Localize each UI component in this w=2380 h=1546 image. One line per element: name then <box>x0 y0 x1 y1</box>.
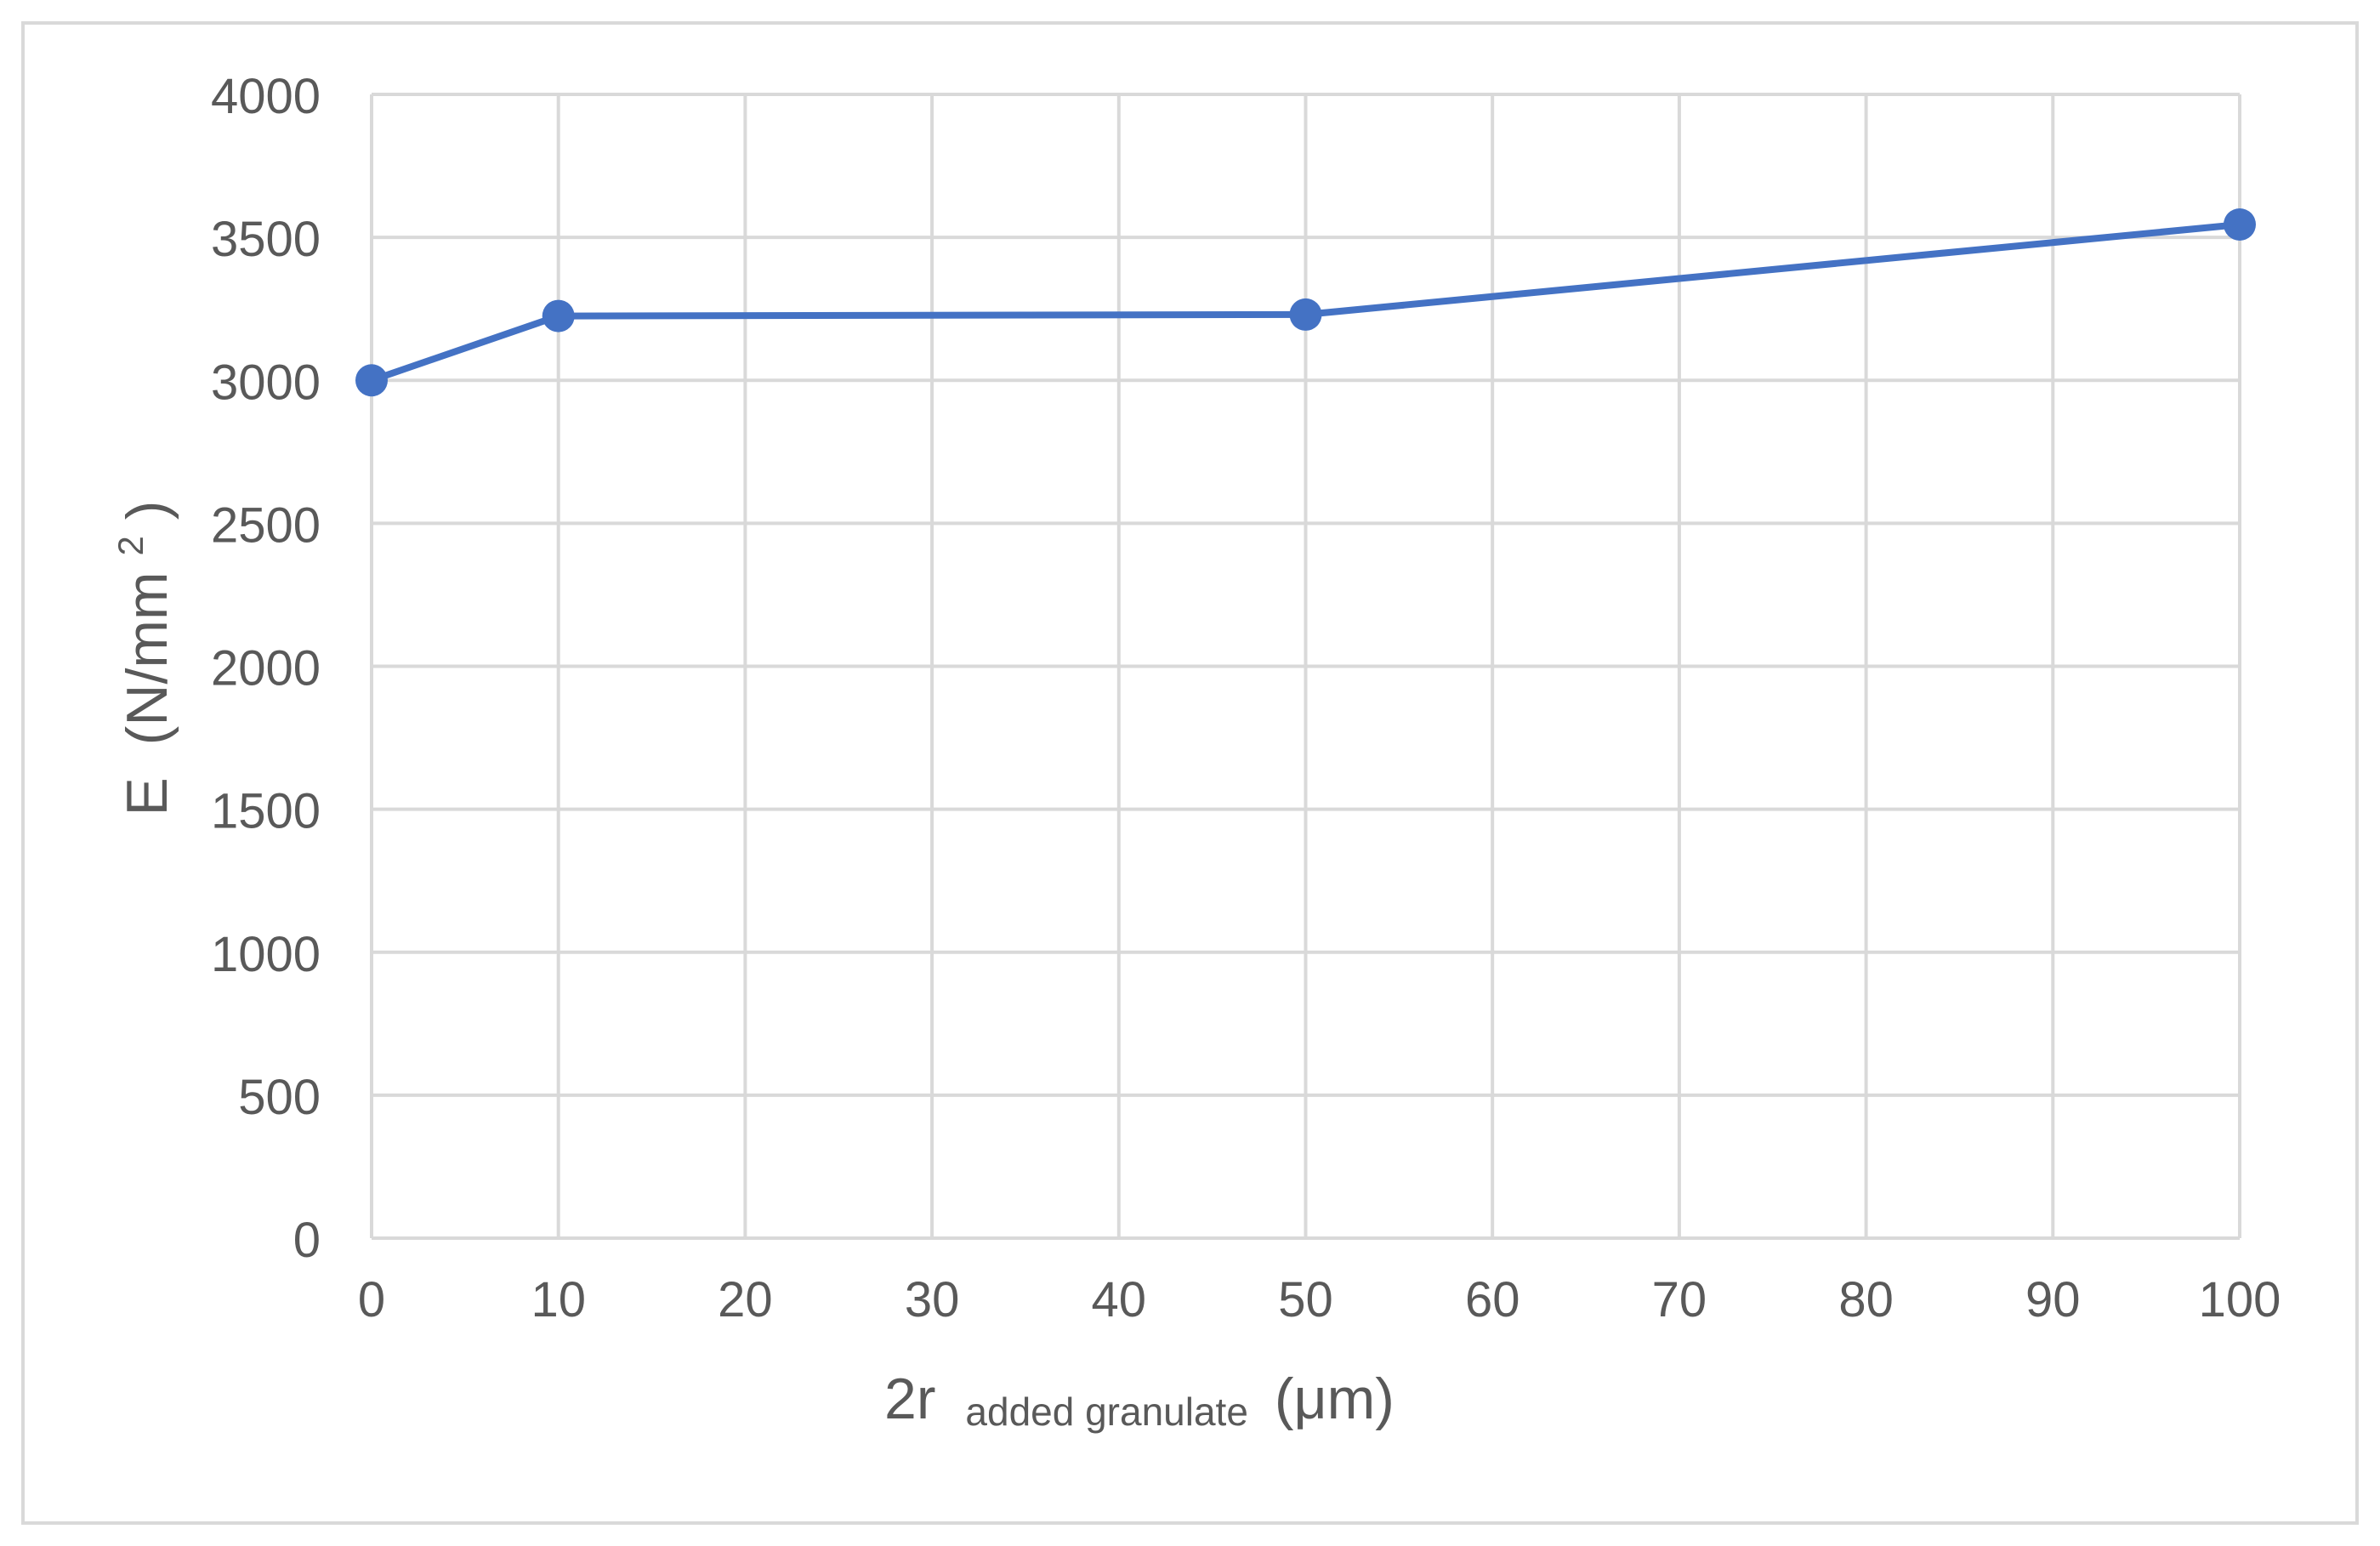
grid <box>370 93 2241 1240</box>
x-tick-label: 50 <box>1278 1272 1333 1327</box>
x-tick-label: 20 <box>718 1272 773 1327</box>
x-tick-label: 0 <box>358 1272 385 1327</box>
y-axis-label: E (N/mm 2 ) <box>91 501 179 816</box>
x-tick-label: 70 <box>1652 1272 1707 1327</box>
x-tick-label: 40 <box>1092 1272 1147 1327</box>
x-tick-label: 10 <box>531 1272 586 1327</box>
y-tick-label: 4000 <box>211 69 321 124</box>
y-tick-label: 3000 <box>211 355 321 410</box>
x-tick-label: 100 <box>2199 1272 2281 1327</box>
data-point <box>2224 207 2256 241</box>
chart-border <box>21 21 2359 1525</box>
x-tick-label: 80 <box>1838 1272 1894 1327</box>
x-tick-label: 30 <box>905 1272 960 1327</box>
y-tick-label: 500 <box>238 1070 321 1125</box>
data-point <box>542 299 575 333</box>
x-axis-label-unit: (μm) <box>1275 1367 1394 1431</box>
y-axis-label-superscript: 2 <box>111 536 151 555</box>
y-tick-label: 1000 <box>211 927 321 982</box>
data-point <box>1289 298 1322 331</box>
series-line <box>368 220 2243 384</box>
x-axis-label-main: 2r <box>884 1367 935 1431</box>
y-tick-label: 1500 <box>211 784 321 839</box>
data-point <box>355 364 388 397</box>
y-axis-label-main: E (N/mm <box>115 571 179 816</box>
y-tick-label: 2000 <box>211 641 321 696</box>
tick-labels: 0 500 1000 1500 2000 2500 3000 3500 4000 0 10 20 30 4… <box>211 69 2281 1327</box>
x-axis-label: 2r added granulate (μm) <box>884 1367 1394 1438</box>
y-tick-label: 2500 <box>211 497 321 553</box>
x-tick-label: 60 <box>1465 1272 1520 1327</box>
x-axis-label-subscript: added granulate <box>965 1390 1248 1434</box>
y-axis-label-close: ) <box>115 501 179 520</box>
series <box>355 207 2256 397</box>
y-tick-label: 3500 <box>211 212 321 267</box>
y-tick-label: 0 <box>293 1213 321 1268</box>
x-tick-label: 90 <box>2025 1272 2081 1327</box>
